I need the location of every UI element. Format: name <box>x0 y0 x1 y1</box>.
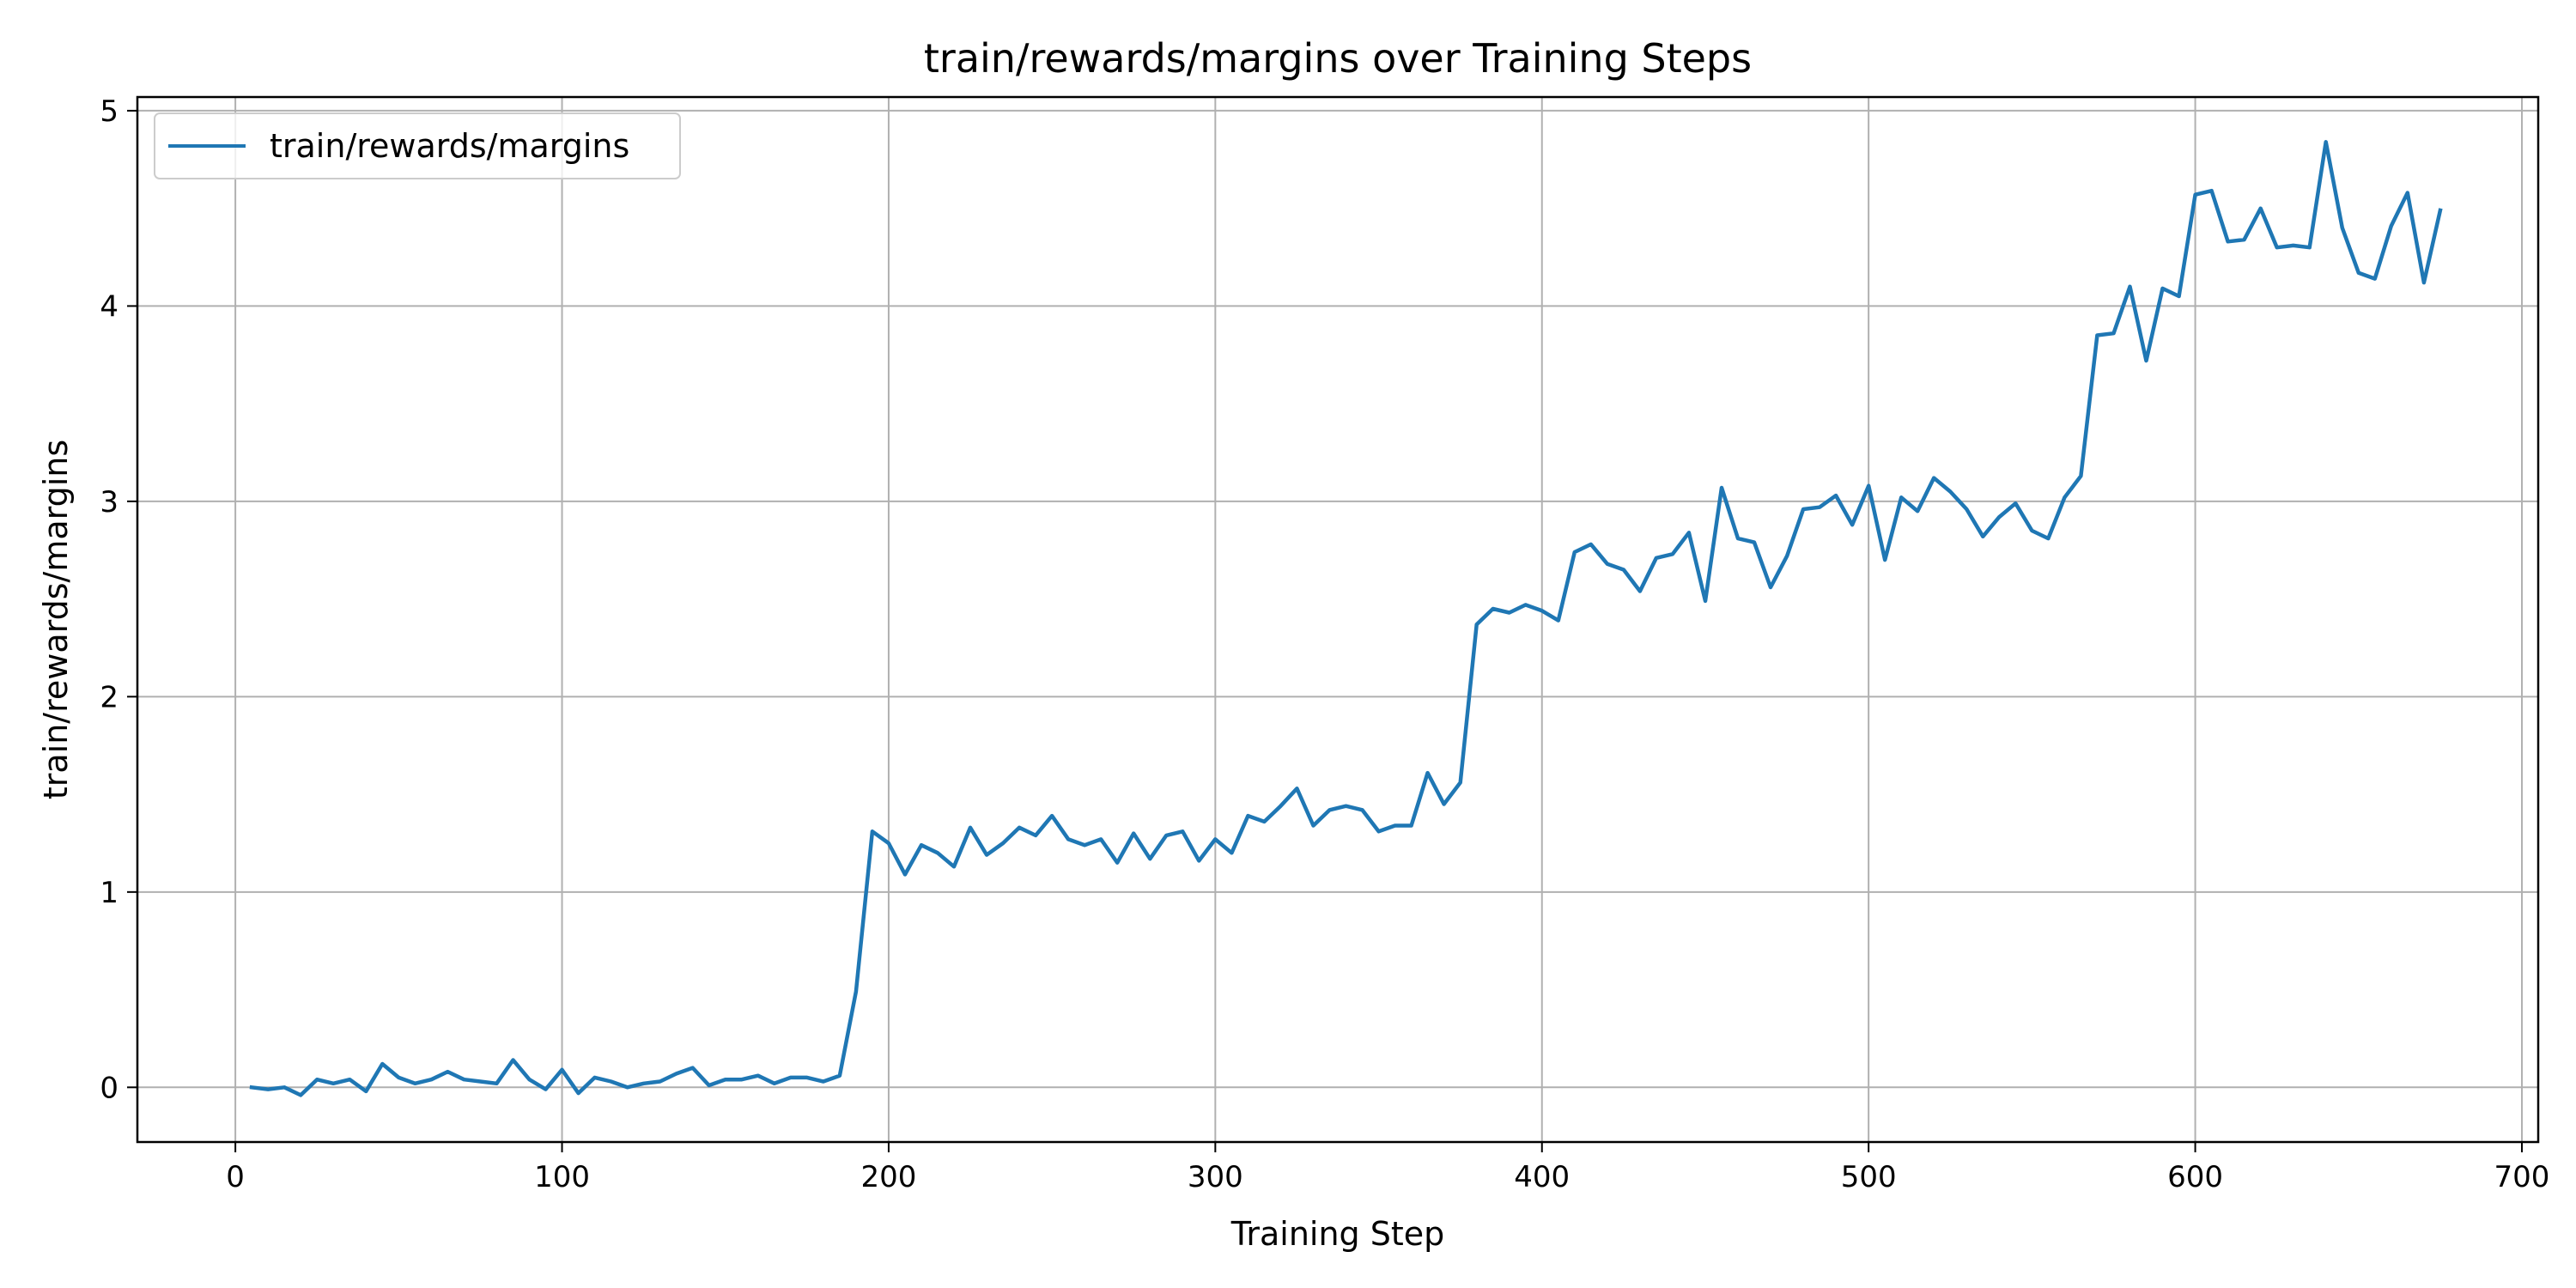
x-tick-label: 700 <box>2494 1160 2550 1194</box>
y-tick-label: 1 <box>100 876 118 910</box>
series-line <box>249 140 2443 1097</box>
y-tick-label: 5 <box>100 94 118 129</box>
chart-title: train/rewards/margins over Training Step… <box>924 35 1752 82</box>
y-tick-label: 3 <box>100 485 118 519</box>
legend-box <box>154 112 681 179</box>
x-tick-label: 300 <box>1188 1160 1243 1194</box>
x-tick-label: 200 <box>860 1160 916 1194</box>
plot-frame <box>136 95 2540 1144</box>
y-tick-label: 2 <box>100 680 118 714</box>
y-tick-label: 4 <box>100 289 118 324</box>
legend: train/rewards/margins <box>154 112 681 179</box>
x-tick-label: 400 <box>1514 1160 1570 1194</box>
x-tick-label: 100 <box>534 1160 590 1194</box>
grid <box>137 97 2538 1142</box>
x-axis-title: Training Step <box>1230 1215 1445 1253</box>
series-layer <box>249 140 2443 1097</box>
y-tick-label: 0 <box>100 1071 118 1105</box>
x-tick-label: 600 <box>2167 1160 2223 1194</box>
x-axis: 0 100 200 300 400 500 600 700 <box>226 1142 2549 1194</box>
y-axis-title: train/rewards/margins <box>37 440 75 799</box>
x-tick-label: 500 <box>1841 1160 1897 1194</box>
x-tick-label: 0 <box>226 1160 245 1194</box>
legend-label: train/rewards/margins <box>270 127 629 165</box>
y-axis: 0 1 2 3 4 5 <box>100 94 137 1105</box>
